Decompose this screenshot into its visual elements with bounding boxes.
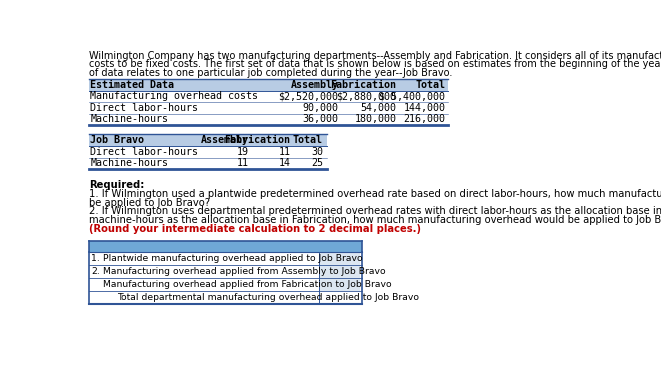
Text: Manufacturing overhead costs: Manufacturing overhead costs	[91, 91, 258, 102]
Text: 19: 19	[237, 147, 249, 157]
Text: 2. If Wilmington uses departmental predetermined overhead rates with direct labo: 2. If Wilmington uses departmental prede…	[89, 207, 661, 216]
Text: Plantwide manufacturing overhead applied to Job Bravo: Plantwide manufacturing overhead applied…	[102, 254, 362, 263]
Text: be applied to Job Bravo?: be applied to Job Bravo?	[89, 198, 210, 208]
Text: of data relates to one particular job completed during the year--Job Bravo.: of data relates to one particular job co…	[89, 68, 452, 78]
Text: Direct labor-hours: Direct labor-hours	[91, 147, 198, 157]
Text: 36,000: 36,000	[302, 114, 338, 124]
Text: costs to be fixed costs. The first set of data that is shown below is based on e: costs to be fixed costs. The first set o…	[89, 60, 661, 69]
Bar	[319, 278, 360, 291]
Text: 144,000: 144,000	[403, 103, 446, 113]
Bar	[89, 265, 362, 278]
Bar	[89, 278, 362, 291]
Text: 30: 30	[311, 147, 323, 157]
Bar	[319, 241, 360, 252]
Bar	[89, 241, 362, 252]
Text: Direct labor-hours: Direct labor-hours	[91, 103, 198, 113]
Bar	[89, 252, 362, 265]
Text: 90,000: 90,000	[302, 103, 338, 113]
Text: 11: 11	[237, 158, 249, 168]
Text: 216,000: 216,000	[403, 114, 446, 124]
Text: Fabrication: Fabrication	[330, 80, 397, 90]
Text: (Round your intermediate calculation to 2 decimal places.): (Round your intermediate calculation to …	[89, 224, 421, 234]
Text: Fabrication: Fabrication	[224, 135, 290, 145]
Text: Manufacturing overhead applied from Assembly to Job Bravo: Manufacturing overhead applied from Asse…	[102, 266, 385, 276]
Text: 54,000: 54,000	[360, 103, 397, 113]
Text: 2.: 2.	[91, 266, 100, 276]
Text: Machine-hours: Machine-hours	[91, 158, 169, 168]
Bar	[319, 265, 360, 278]
Text: machine-hours as the allocation base in Fabrication, how much manufacturing over: machine-hours as the allocation base in …	[89, 215, 661, 225]
Text: 11: 11	[278, 147, 290, 157]
Bar	[319, 252, 360, 265]
Text: 14: 14	[278, 158, 290, 168]
Text: 1.: 1.	[91, 254, 100, 263]
Text: Job Bravo: Job Bravo	[91, 135, 144, 145]
Text: 25: 25	[311, 158, 323, 168]
Text: Total departmental manufacturing overhead applied to Job Bravo: Total departmental manufacturing overhea…	[117, 293, 418, 302]
Bar	[319, 291, 360, 304]
Text: Total: Total	[293, 135, 323, 145]
Text: 180,000: 180,000	[354, 114, 397, 124]
Bar	[89, 135, 327, 146]
Text: Required:: Required:	[89, 180, 144, 190]
Text: $2,880,000: $2,880,000	[336, 91, 397, 102]
Text: Manufacturing overhead applied from Fabrication to Job Bravo: Manufacturing overhead applied from Fabr…	[102, 280, 391, 289]
Text: Wilmington Company has two manufacturing departments--Assembly and Fabrication. : Wilmington Company has two manufacturing…	[89, 51, 661, 61]
Text: Estimated Data: Estimated Data	[91, 80, 175, 90]
Text: Assembly: Assembly	[201, 135, 249, 145]
Text: Assembly: Assembly	[290, 80, 338, 90]
Bar	[89, 291, 362, 304]
Text: $2,520,000: $2,520,000	[278, 91, 338, 102]
Text: Total: Total	[415, 80, 446, 90]
Bar	[89, 79, 448, 91]
Text: Machine-hours: Machine-hours	[91, 114, 169, 124]
Text: 1. If Wilmington used a plantwide predetermined overhead rate based on direct la: 1. If Wilmington used a plantwide predet…	[89, 189, 661, 199]
Text: $ 5,400,000: $ 5,400,000	[379, 91, 446, 102]
